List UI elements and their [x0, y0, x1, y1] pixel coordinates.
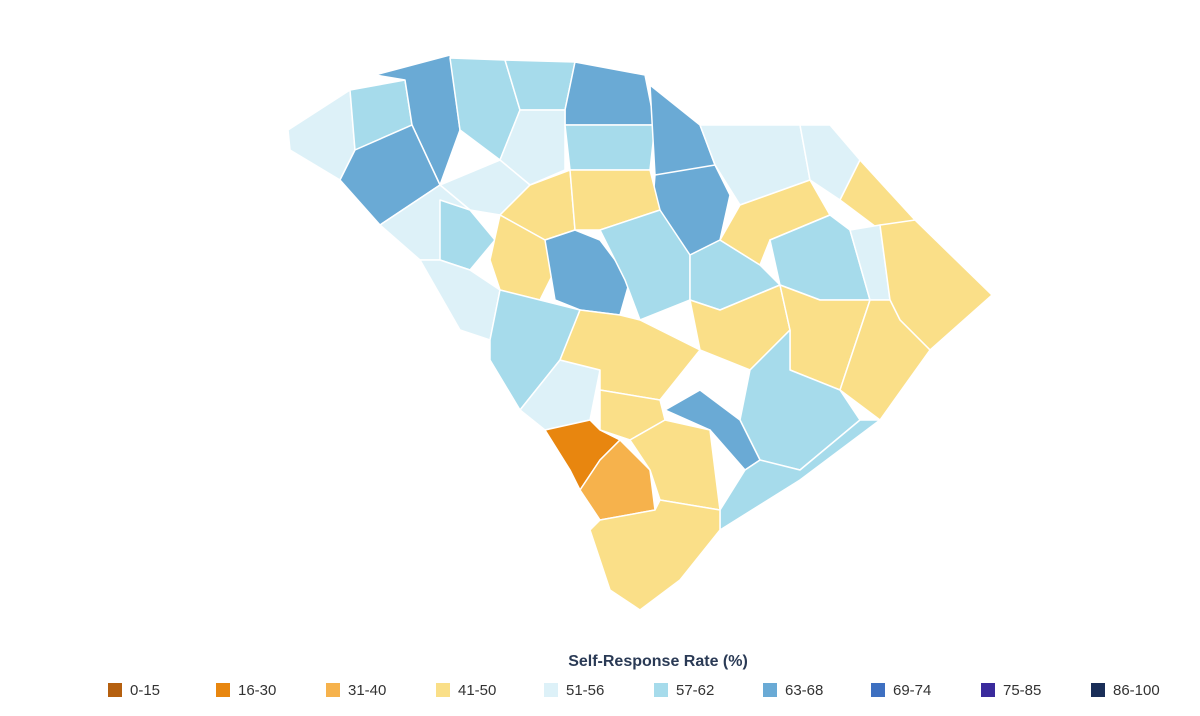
legend: 0-15 16-30 31-40 41-50 51-56 57-62 63-68 69-74 7… [108, 682, 1160, 699]
county [339, 124, 441, 226]
county [499, 109, 566, 186]
legend-swatch [216, 683, 230, 697]
legend-label: 57-62 [676, 682, 714, 699]
legend-label: 86-100 [1113, 682, 1160, 699]
legend-label: 75-85 [1003, 682, 1041, 699]
county [519, 359, 601, 431]
legend-label: 0-15 [130, 682, 160, 699]
legend-label: 16-30 [238, 682, 276, 699]
legend-swatch [763, 683, 777, 697]
county [439, 199, 496, 271]
legend-swatch [871, 683, 885, 697]
legend-label: 69-74 [893, 682, 931, 699]
legend-swatch [326, 683, 340, 697]
legend-swatch [1091, 683, 1105, 697]
county [564, 61, 656, 126]
legend-swatch [436, 683, 450, 697]
county [419, 259, 501, 341]
county [589, 499, 721, 611]
state-map [287, 54, 993, 611]
legend-swatch [544, 683, 558, 697]
county [287, 89, 356, 181]
legend-label: 41-50 [458, 682, 496, 699]
legend-title: Self-Response Rate (%) [568, 653, 748, 670]
legend-label: 63-68 [785, 682, 823, 699]
legend-label: 31-40 [348, 682, 386, 699]
legend-label: 51-56 [566, 682, 604, 699]
legend-swatch [981, 683, 995, 697]
county [544, 229, 631, 316]
legend-swatch [654, 683, 668, 697]
county [564, 124, 656, 171]
legend-swatch [108, 683, 122, 697]
